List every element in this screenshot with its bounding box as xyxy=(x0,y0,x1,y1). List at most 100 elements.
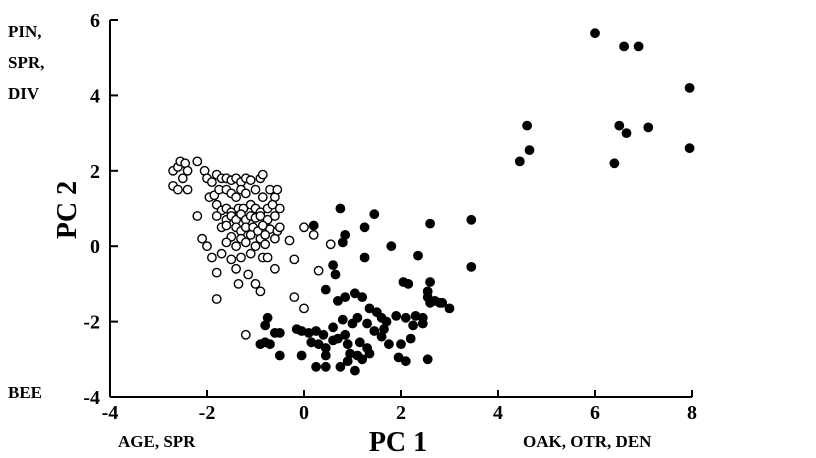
x-negative-label: AGE, SPR xyxy=(118,432,196,451)
open-point-70 xyxy=(197,233,208,244)
open-point-77 xyxy=(202,241,212,252)
x-tick-label-0: -4 xyxy=(102,402,119,424)
open-point-81 xyxy=(250,241,261,252)
filled-point-3 xyxy=(684,83,695,93)
open-point-86 xyxy=(308,229,319,240)
open-point-73 xyxy=(245,229,256,240)
open-point-22 xyxy=(257,169,268,180)
filled-point-59 xyxy=(417,318,428,329)
open-point-35 xyxy=(272,184,283,195)
open-point-82 xyxy=(260,239,271,250)
y-positive-label-3: DIV xyxy=(8,84,40,103)
open-point-95 xyxy=(289,254,300,265)
y-positive-label-1: PIN, xyxy=(8,22,42,41)
filled-point-18 xyxy=(425,218,436,229)
y-tick-label-4: 4 xyxy=(90,85,100,107)
filled-point-19 xyxy=(466,214,477,225)
open-point-5 xyxy=(177,173,188,184)
filled-point-29 xyxy=(320,284,331,295)
open-point-92 xyxy=(245,248,256,259)
open-point-75 xyxy=(260,229,271,240)
filled-point-1 xyxy=(619,41,629,52)
filled-point-56 xyxy=(369,326,380,336)
open-point-4 xyxy=(182,165,193,176)
filled-point-82 xyxy=(396,339,406,350)
filled-point-86 xyxy=(320,350,331,361)
filled-point-70 xyxy=(405,333,416,344)
open-point-96 xyxy=(211,267,222,278)
filled-point-40 xyxy=(434,297,445,308)
filled-point-50 xyxy=(391,311,402,321)
filled-point-0 xyxy=(590,28,600,39)
open-point-61 xyxy=(221,220,232,231)
filled-point-25 xyxy=(330,269,341,280)
filled-point-47 xyxy=(347,318,358,329)
filled-point-92 xyxy=(400,356,411,367)
filled-point-73 xyxy=(260,337,271,348)
open-point-89 xyxy=(216,248,227,259)
open-point-102 xyxy=(250,278,261,289)
filled-point-61 xyxy=(274,328,285,338)
open-point-94 xyxy=(262,252,273,263)
filled-point-69 xyxy=(376,331,387,342)
y-tick-label-0: -4 xyxy=(83,387,100,409)
filled-point-46 xyxy=(337,314,348,325)
filled-point-85 xyxy=(364,348,375,359)
filled-point-12 xyxy=(335,203,346,214)
open-point-85 xyxy=(299,222,309,233)
filled-point-94 xyxy=(311,361,322,372)
filled-point-96 xyxy=(335,361,346,372)
filled-point-33 xyxy=(340,292,351,303)
open-point-84 xyxy=(274,222,285,233)
filled-point-90 xyxy=(357,354,368,365)
filled-point-79 xyxy=(354,337,365,348)
open-point-46 xyxy=(267,199,278,210)
x-positive-label: OAK, OTR, DEN xyxy=(523,432,652,451)
x-tick-label-1: -2 xyxy=(199,402,216,424)
open-point-28 xyxy=(231,192,242,203)
filled-point-95 xyxy=(320,361,331,372)
filled-point-28 xyxy=(425,277,436,287)
open-point-7 xyxy=(172,184,183,195)
filled-point-2 xyxy=(633,41,644,52)
open-point-59 xyxy=(269,211,280,221)
open-point-48 xyxy=(192,211,203,221)
y-negative-label: BEE xyxy=(8,383,42,402)
filled-point-77 xyxy=(328,335,339,346)
filled-point-7 xyxy=(621,128,632,139)
filled-point-5 xyxy=(614,120,625,131)
open-point-12 xyxy=(206,177,217,188)
open-point-47 xyxy=(274,203,285,214)
filled-point-81 xyxy=(384,339,394,350)
open-point-31 xyxy=(250,184,261,195)
filled-point-48 xyxy=(362,318,373,329)
open-point-8 xyxy=(182,184,193,195)
y-tick-label-2: 0 xyxy=(90,236,100,258)
open-point-104 xyxy=(211,294,222,304)
filled-point-15 xyxy=(359,222,370,233)
y-tick-label-1: -2 xyxy=(83,312,100,334)
filled-point-9 xyxy=(514,156,525,167)
filled-point-13 xyxy=(369,209,380,220)
open-point-88 xyxy=(206,252,217,263)
filled-point-21 xyxy=(413,250,423,261)
y-tick-label-5: 6 xyxy=(90,10,100,32)
x-axis-title: PC 1 xyxy=(369,427,427,458)
open-point-20 xyxy=(245,175,256,186)
filled-point-17 xyxy=(337,237,348,248)
filled-point-20 xyxy=(386,241,397,252)
open-point-90 xyxy=(226,254,237,265)
open-point-101 xyxy=(233,278,244,289)
filled-point-11 xyxy=(684,143,695,154)
open-point-97 xyxy=(231,263,242,274)
filled-point-24 xyxy=(466,262,477,272)
filled-point-97 xyxy=(350,365,360,376)
open-point-30 xyxy=(240,188,251,199)
filled-point-88 xyxy=(274,350,285,361)
open-point-99 xyxy=(269,263,280,274)
filled-point-6 xyxy=(643,122,654,133)
filled-point-78 xyxy=(342,339,353,350)
y-tick-label-3: 2 xyxy=(90,161,100,183)
open-point-78 xyxy=(221,237,232,248)
